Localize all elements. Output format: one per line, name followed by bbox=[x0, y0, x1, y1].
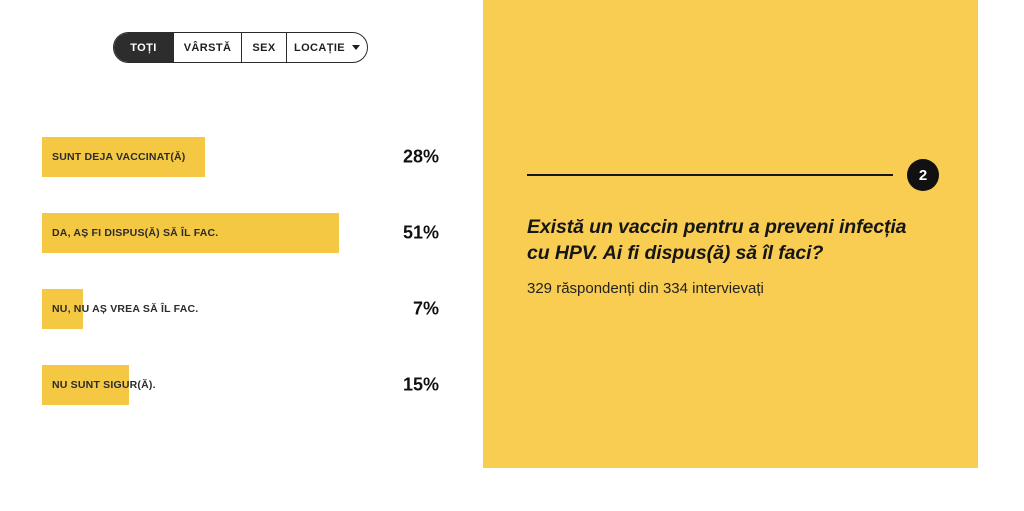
chevron-down-icon bbox=[352, 45, 361, 50]
bar-label: DA, AȘ FI DISPUS(Ă) SĂ ÎL FAC. bbox=[52, 227, 219, 239]
question-title-line2: cu HPV. Ai fi dispus(ă) să îl faci? bbox=[527, 242, 824, 264]
bar-value: 15% bbox=[402, 374, 439, 395]
bar-row: NU SUNT SIGUR(Ă). 15% bbox=[42, 365, 439, 405]
bar-row: DA, AȘ FI DISPUS(Ă) SĂ ÎL FAC. 51% bbox=[42, 213, 439, 253]
tab-sex[interactable]: SEX bbox=[241, 33, 286, 62]
bar-value: 28% bbox=[402, 146, 439, 167]
tab-varsta[interactable]: VÂRSTĂ bbox=[173, 33, 241, 62]
question-panel: 2 Există un vaccin pentru a preveni infe… bbox=[483, 0, 978, 468]
bar-value: 51% bbox=[402, 222, 439, 243]
divider-line bbox=[527, 174, 893, 176]
tab-varsta-label: VÂRSTĂ bbox=[183, 41, 232, 54]
question-number-badge: 2 bbox=[907, 159, 939, 191]
bar bbox=[42, 213, 339, 253]
bar-label: NU, NU AȘ VREA SĂ ÎL FAC. bbox=[52, 303, 199, 315]
question-title-line1: Există un vaccin pentru a preveni infecț… bbox=[527, 216, 907, 238]
tab-locatie-label: LOCAȚIE bbox=[293, 41, 346, 54]
tab-toti-label: TOȚI bbox=[130, 41, 157, 54]
bar-row: NU, NU AȘ VREA SĂ ÎL FAC. 7% bbox=[42, 289, 439, 329]
filter-tabs: TOȚI VÂRSTĂ SEX LOCAȚIE bbox=[113, 32, 368, 63]
bar bbox=[42, 137, 205, 177]
bar bbox=[42, 365, 129, 405]
bar-label: NU SUNT SIGUR(Ă). bbox=[52, 379, 156, 391]
bar-row: SUNT DEJA VACCINAT(Ă) 28% bbox=[42, 137, 439, 177]
tab-toti[interactable]: TOȚI bbox=[114, 33, 173, 62]
tab-locatie-dropdown[interactable]: LOCAȚIE bbox=[286, 33, 367, 62]
question-title: Există un vaccin pentru a preveni infecț… bbox=[527, 214, 947, 266]
tab-sex-label: SEX bbox=[252, 41, 276, 54]
bar bbox=[42, 289, 83, 329]
bar-value: 7% bbox=[412, 298, 439, 319]
bar-label: SUNT DEJA VACCINAT(Ă) bbox=[52, 151, 186, 163]
respondents-count: 329 răspondenți din 334 intervievați bbox=[527, 280, 764, 297]
bar-chart: SUNT DEJA VACCINAT(Ă) 28% DA, AȘ FI DISPUS… bbox=[42, 137, 439, 405]
